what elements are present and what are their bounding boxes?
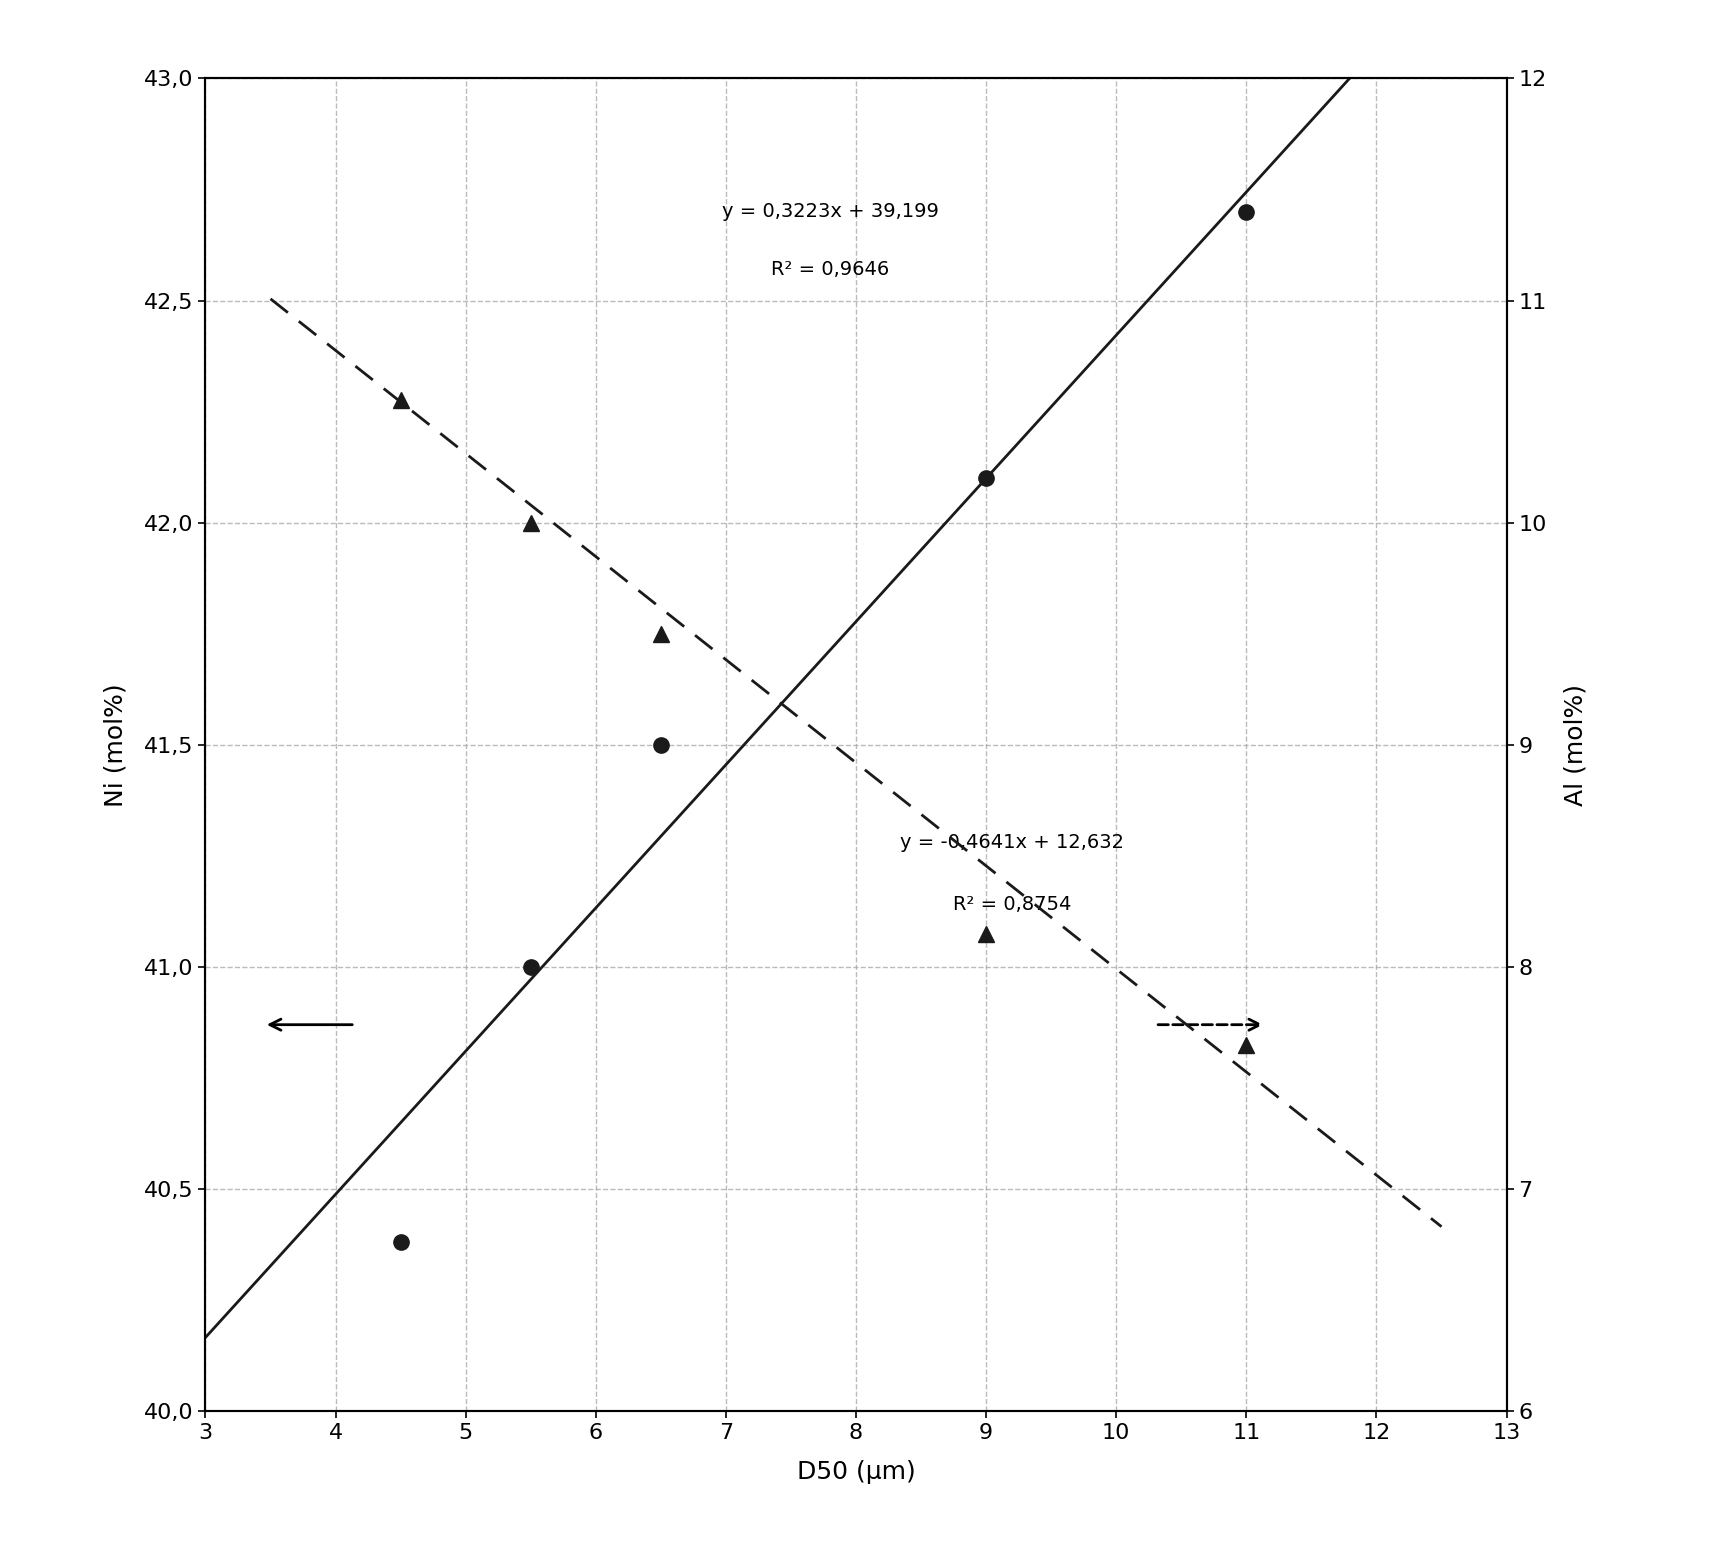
Text: R² = 0,8754: R² = 0,8754 [954, 895, 1072, 914]
Text: y = 0,3223x + 39,199: y = 0,3223x + 39,199 [721, 202, 938, 221]
Y-axis label: Al (mol%): Al (mol%) [1563, 684, 1587, 806]
Text: y = -0,4641x + 12,632: y = -0,4641x + 12,632 [901, 833, 1125, 851]
X-axis label: D50 (μm): D50 (μm) [796, 1460, 916, 1483]
Y-axis label: Ni (mol%): Ni (mol%) [103, 684, 127, 806]
Text: R² = 0,9646: R² = 0,9646 [770, 260, 889, 279]
